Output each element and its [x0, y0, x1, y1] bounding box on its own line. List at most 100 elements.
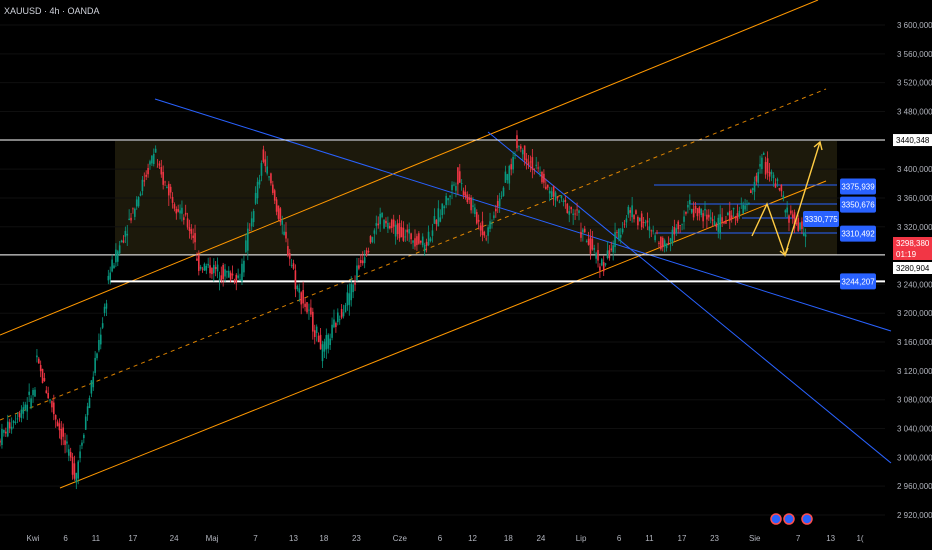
candle-body: [554, 192, 557, 201]
candle-body: [310, 307, 312, 315]
candle-body: [304, 303, 306, 307]
time-tick-label: 7: [253, 534, 258, 543]
candle: [527, 154, 530, 169]
candle: [441, 203, 444, 219]
candle: [521, 148, 524, 161]
candle: [764, 156, 767, 179]
candle: [770, 169, 773, 182]
candle: [279, 207, 282, 226]
candle-body: [665, 243, 668, 249]
candle: [711, 212, 714, 227]
price-label[interactable]: 3244,207: [840, 273, 876, 290]
candle: [644, 219, 647, 227]
flag-icon[interactable]: [783, 513, 795, 525]
candle: [166, 185, 168, 189]
candle-body: [107, 275, 110, 281]
candle-body: [725, 220, 727, 224]
candle: [396, 219, 399, 240]
candle: [10, 417, 13, 434]
candle: [669, 237, 672, 252]
candle-body: [390, 219, 393, 229]
price-label[interactable]: 3375,939: [840, 178, 876, 195]
candle-body: [360, 260, 362, 263]
candle: [94, 351, 96, 376]
candle-body: [164, 181, 166, 183]
candle: [616, 229, 618, 238]
candle-body: [319, 334, 322, 350]
candle-body: [285, 231, 287, 239]
candle-body: [621, 228, 624, 233]
candle: [550, 187, 553, 200]
candle-body: [797, 218, 800, 231]
candle: [572, 208, 574, 225]
time-axis[interactable]: Kwi 6 11 17 24 Maj 7 13 18 23 Cze 6 12 18 24 Lip 6 11 17 23…: [27, 534, 864, 543]
candle-body: [470, 197, 472, 211]
candle: [694, 201, 697, 214]
candle-body: [750, 190, 752, 194]
candle-body: [147, 167, 149, 175]
candle: [587, 231, 590, 246]
candle: [489, 212, 491, 233]
candle: [109, 266, 112, 285]
candle: [205, 263, 208, 275]
flag-icon[interactable]: [801, 513, 813, 525]
candle: [500, 191, 503, 200]
candle-body: [387, 222, 389, 229]
candle: [400, 220, 403, 238]
candle: [734, 215, 737, 226]
candle-body: [116, 251, 119, 262]
candle: [788, 214, 790, 232]
price-label[interactable]: 3330,775: [803, 211, 839, 228]
candle: [367, 247, 370, 254]
candle: [531, 148, 534, 179]
candle: [3, 429, 5, 437]
time-tick-label: 24: [536, 534, 545, 543]
candle-body: [183, 217, 185, 220]
candle-body: [734, 216, 737, 219]
candle-body: [457, 167, 459, 185]
candle-body: [402, 227, 405, 241]
candle-body: [761, 157, 763, 170]
price-tick-label: 3 200,000: [897, 309, 932, 318]
candle: [623, 219, 626, 228]
candle: [692, 201, 695, 221]
candle-body: [425, 241, 428, 246]
candle-body: [770, 171, 773, 175]
candle: [429, 236, 432, 243]
candle-body: [32, 389, 34, 396]
candle-body: [576, 209, 578, 211]
event-icons[interactable]: [770, 513, 813, 525]
candle-body: [435, 219, 438, 225]
price-tick-label: 3 120,000: [897, 367, 932, 376]
candle-body: [698, 207, 701, 214]
candle: [361, 251, 364, 266]
projection-arrowhead: [813, 140, 823, 151]
candle-body: [0, 440, 1, 443]
candle-body: [296, 285, 299, 290]
candle-body: [667, 242, 670, 245]
candle: [514, 151, 516, 160]
candle-body: [235, 274, 238, 284]
candle-body: [385, 220, 387, 224]
candle: [354, 275, 356, 292]
price-label[interactable]: 3310,492: [840, 225, 876, 242]
candle-body: [292, 263, 295, 269]
candle: [757, 168, 760, 188]
candle: [14, 414, 17, 425]
candle: [179, 204, 181, 220]
candle-body: [338, 319, 341, 321]
candle-body: [94, 357, 96, 373]
candle: [173, 202, 176, 212]
candle: [333, 309, 335, 329]
candle-body: [396, 223, 399, 235]
flag-icon[interactable]: [770, 513, 782, 525]
price-axis[interactable]: 2 920,000 2 960,000 3 000,000 3 040,000 3 08…: [893, 21, 932, 520]
candle: [460, 179, 463, 191]
time-tick-label: 12: [468, 534, 477, 543]
candle-body: [196, 258, 198, 261]
candle-body: [162, 171, 164, 185]
candle: [784, 209, 787, 218]
price-label[interactable]: 3350,676: [840, 196, 876, 213]
candle-body: [252, 211, 255, 223]
